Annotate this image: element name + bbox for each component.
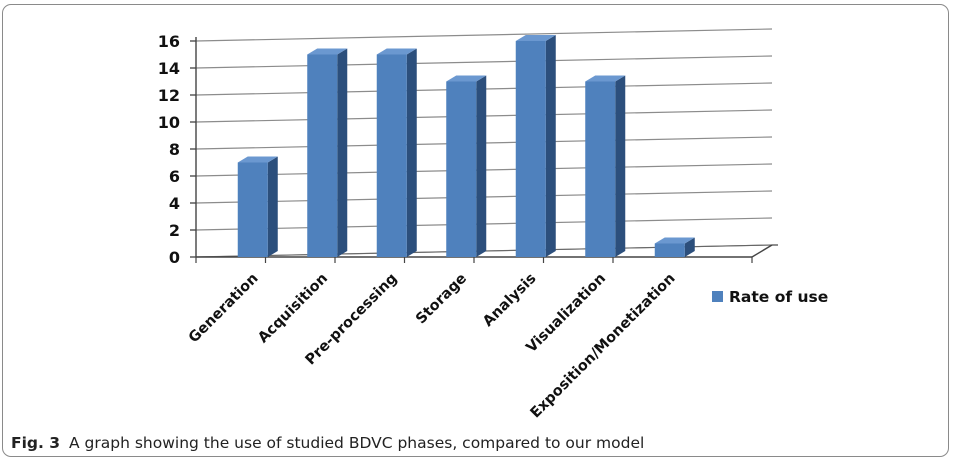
- bar-side: [545, 35, 556, 257]
- legend-label: Rate of use: [729, 288, 828, 306]
- bar: [237, 162, 268, 257]
- bar-side: [615, 75, 626, 257]
- bar-top: [446, 75, 487, 82]
- bar: [585, 81, 616, 257]
- y-tick-label: 16: [158, 32, 180, 51]
- bar-top: [237, 156, 278, 163]
- bar-side: [684, 237, 695, 257]
- y-tick-label: 12: [158, 86, 180, 105]
- x-tick-label: Acquisition: [255, 271, 331, 347]
- bar-side: [267, 156, 278, 257]
- gridline: [195, 55, 773, 69]
- bar-side: [476, 75, 487, 257]
- x-axis-depth: [751, 244, 773, 258]
- bar: [446, 81, 477, 257]
- legend-swatch: [712, 291, 723, 302]
- bar-top: [654, 237, 695, 244]
- x-tick-label: Storage: [413, 270, 470, 327]
- y-tick-label: 10: [158, 113, 180, 132]
- x-tick-label: Generation: [186, 271, 262, 347]
- y-tick-label: 6: [169, 167, 180, 186]
- caption-text: A graph showing the use of studied BDVC …: [69, 434, 645, 452]
- y-tick-label: 14: [158, 59, 180, 78]
- bar-side: [406, 48, 417, 257]
- bar: [515, 41, 546, 257]
- figure-caption: Fig. 3 A graph showing the use of studie…: [11, 434, 644, 452]
- bar: [307, 54, 338, 257]
- bar: [376, 54, 407, 257]
- x-tick-label: Exposition/Monetization: [528, 271, 679, 422]
- gridline: [195, 28, 773, 42]
- y-tick-label: 2: [169, 221, 180, 240]
- caption-label: Fig. 3: [11, 434, 61, 452]
- bar-top: [307, 48, 348, 55]
- y-tick-label: 4: [169, 194, 180, 213]
- bar-side: [337, 48, 348, 257]
- bar-top: [376, 48, 417, 55]
- y-tick-label: 0: [169, 248, 180, 267]
- bar: [654, 243, 685, 257]
- y-tick-label: 8: [169, 140, 180, 159]
- bar-top: [585, 75, 626, 82]
- x-tick-label: Analysis: [480, 271, 539, 330]
- bar-top: [515, 35, 556, 41]
